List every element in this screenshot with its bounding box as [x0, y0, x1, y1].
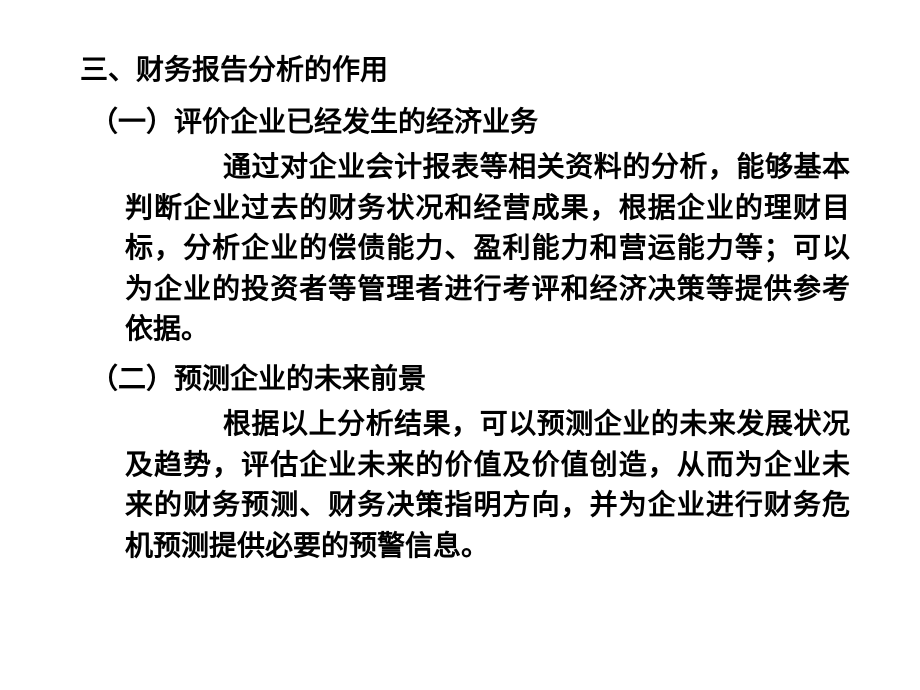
main-heading: 三、财务报告分析的作用 [80, 50, 850, 92]
section-1-paragraph: 通过对企业会计报表等相关资料的分析，能够基本判断企业过去的财务状况和经营成果，根… [125, 148, 850, 351]
section-2-paragraph: 根据以上分析结果，可以预测企业的未来发展状况及趋势，评估企业未来的价值及价值创造… [125, 405, 850, 567]
section-2-heading: （二）预测企业的未来前景 [90, 359, 850, 401]
section-1-heading: （一）评价企业已经发生的经济业务 [90, 102, 850, 144]
